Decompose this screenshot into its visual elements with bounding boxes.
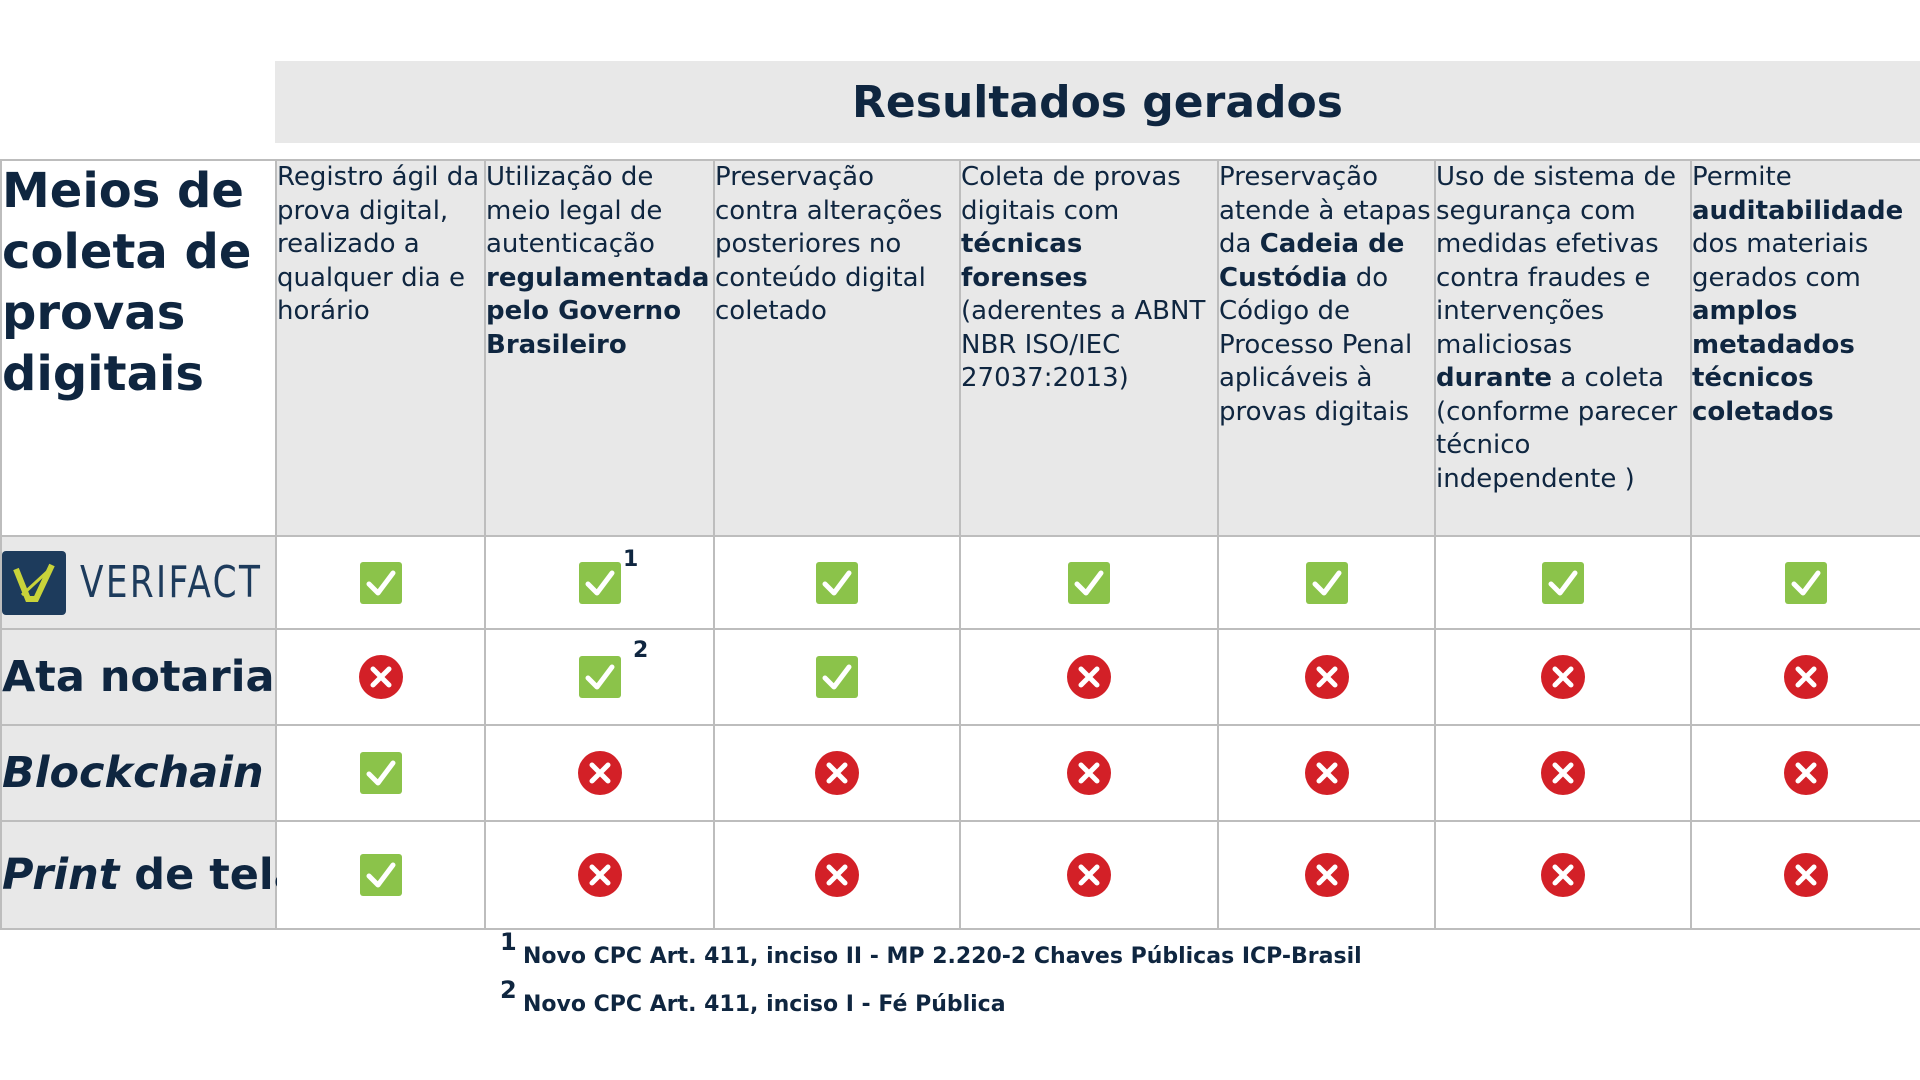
- check-icon: [1542, 561, 1584, 604]
- check-icon: [816, 561, 858, 604]
- cross-icon: [1541, 853, 1585, 897]
- result-cell: [713, 820, 961, 930]
- footnote-number: 1: [500, 928, 517, 956]
- check-icon: [578, 656, 621, 698]
- criterion-header-2: Utilização de meio legal de autenticação…: [484, 159, 715, 537]
- cross-icon: [1304, 853, 1349, 897]
- check-icon: [1068, 561, 1110, 604]
- result-cell: [275, 535, 486, 630]
- method-label-verifact: VERIFACT: [0, 535, 277, 630]
- comparison-table: Meios de coleta de provas digitais Regis…: [0, 159, 1920, 930]
- result-cell: [959, 820, 1219, 930]
- cross-icon: [577, 751, 622, 795]
- method-row-verifact: VERIFACT 1: [0, 535, 1920, 630]
- result-cell: 2: [484, 628, 715, 726]
- result-cell: [959, 724, 1219, 822]
- result-cell: [1434, 820, 1692, 930]
- method-row-print-de-tela: Print de tela: [0, 820, 1920, 930]
- check-icon: [816, 656, 858, 698]
- result-cell: [1217, 724, 1436, 822]
- result-cell: [959, 628, 1219, 726]
- criterion-header-3: Preservação contra alterações posteriore…: [713, 159, 961, 537]
- verifact-logo: VERIFACT: [2, 550, 275, 615]
- cross-icon: [1067, 751, 1111, 795]
- result-cell: [1217, 535, 1436, 630]
- check-icon: [359, 561, 402, 604]
- cross-icon: [1784, 655, 1828, 699]
- result-cell: [1690, 535, 1920, 630]
- cross-icon: [358, 655, 403, 699]
- check-icon: [359, 752, 402, 794]
- criterion-header-4: Coleta de provas digitais com técnicas f…: [959, 159, 1219, 537]
- criterion-header-5: Preservação atende à etapas da Cadeia de…: [1217, 159, 1436, 537]
- cross-icon: [1784, 853, 1828, 897]
- cross-icon: [1304, 751, 1349, 795]
- check-icon: [578, 561, 621, 604]
- result-cell: [959, 535, 1219, 630]
- criterion-header-6: Uso de sistema de segurança com medidas …: [1434, 159, 1692, 537]
- row-axis-label: Meios de coleta de provas digitais: [0, 159, 277, 537]
- cross-icon: [577, 853, 622, 897]
- cross-icon: [1541, 655, 1585, 699]
- method-label-blockchain: Blockchain: [0, 724, 277, 822]
- result-cell: [275, 820, 486, 930]
- method-row-ata-notarial: Ata notarial 2: [0, 628, 1920, 726]
- check-icon: [359, 854, 402, 896]
- method-label-print-de-tela: Print de tela: [0, 820, 303, 930]
- result-cell: [484, 724, 715, 822]
- cross-icon: [815, 751, 859, 795]
- check-icon: [1305, 561, 1348, 604]
- result-cell: [1217, 820, 1436, 930]
- result-cell: [1434, 724, 1692, 822]
- verifact-logo-icon: [2, 550, 66, 615]
- method-label-ata-notarial: Ata notarial: [0, 628, 289, 726]
- footnote-text: Novo CPC Art. 411, inciso II - MP 2.220-…: [523, 944, 1362, 969]
- result-cell: [1434, 628, 1692, 726]
- cross-icon: [815, 853, 859, 897]
- method-row-blockchain: Blockchain: [0, 724, 1920, 822]
- result-cell: [484, 820, 715, 930]
- header-row: Meios de coleta de provas digitais Regis…: [0, 159, 1920, 537]
- cross-icon: [1541, 751, 1585, 795]
- footnote-number: 2: [500, 976, 517, 1004]
- footnote-mark: 1: [623, 547, 639, 572]
- cross-icon: [1067, 853, 1111, 897]
- cross-icon: [1067, 655, 1111, 699]
- result-cell: [1690, 724, 1920, 822]
- result-cell: 1: [484, 535, 715, 630]
- result-cell: [275, 724, 486, 822]
- result-cell: [713, 724, 961, 822]
- result-cell: [1690, 820, 1920, 930]
- cross-icon: [1784, 751, 1828, 795]
- footnote-mark: 2: [633, 638, 649, 663]
- criterion-header-7: Permite auditabilidade dos materiais ger…: [1690, 159, 1920, 537]
- results-header: Resultados gerados: [275, 61, 1920, 143]
- footnote-text: Novo CPC Art. 411, inciso I - Fé Pública: [523, 992, 1006, 1017]
- criterion-header-1: Registro ágil da prova digital, realizad…: [275, 159, 486, 537]
- result-cell: [1690, 628, 1920, 726]
- result-cell: [1434, 535, 1692, 630]
- result-cell: [1217, 628, 1436, 726]
- cross-icon: [1304, 655, 1349, 699]
- result-cell: [713, 535, 961, 630]
- verifact-logo-text: VERIFACT: [80, 557, 263, 608]
- result-cell: [275, 628, 486, 726]
- result-cell: [713, 628, 961, 726]
- check-icon: [1785, 561, 1827, 604]
